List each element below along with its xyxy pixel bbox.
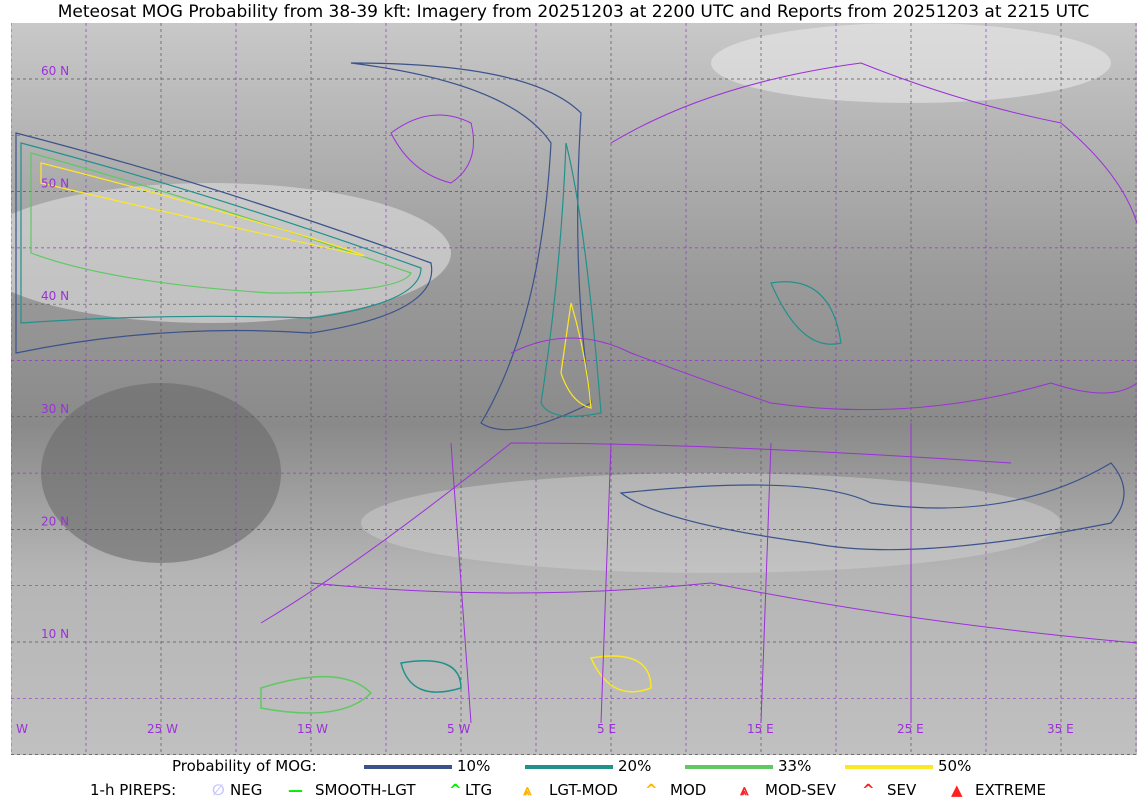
longitude-label: 35 E	[1047, 722, 1074, 736]
latitude-label: 60 N	[41, 64, 69, 78]
pirep-legend-item-label: MOD-SEV	[765, 781, 836, 799]
legend-item-label: 33%	[778, 757, 812, 775]
longitude-label: 25 W	[147, 722, 178, 736]
latitude-label: 30 N	[41, 402, 69, 416]
double-caret-bar-icon: ⩓	[740, 781, 749, 799]
graticule	[11, 23, 1137, 755]
longitude-label: 15 W	[297, 722, 328, 736]
longitude-label: 5 E	[597, 722, 616, 736]
probability-legend-label: Probability of MOG:	[172, 757, 317, 775]
latitude-label: 40 N	[41, 289, 69, 303]
legend-swatch	[364, 765, 452, 769]
pirep-legend-item-label: EXTREME	[975, 781, 1046, 799]
triangle-icon: ▲	[951, 781, 963, 799]
legend-swatch	[845, 765, 933, 769]
pirep-legend-item-label: LTG	[465, 781, 493, 799]
legend-item-label: 10%	[457, 757, 491, 775]
caret-icon: ^	[645, 781, 658, 799]
legend-item-label: 50%	[938, 757, 972, 775]
latitude-label: 10 N	[41, 627, 69, 641]
pirep-legend-item-label: SMOOTH-LGT	[315, 781, 416, 799]
caret-bar-icon: ⩓	[523, 781, 532, 799]
legend-swatch	[525, 765, 613, 769]
map-title: Meteosat MOG Probability from 38-39 kft:…	[57, 2, 1090, 22]
neg-icon: ∅	[212, 781, 225, 799]
country-borders	[260, 62, 1137, 724]
legend-swatch	[685, 765, 773, 769]
latitude-label: 20 N	[41, 514, 69, 528]
pirep-legend-item-label: LGT-MOD	[549, 781, 618, 799]
pirep-legend-item-label: MOD	[670, 781, 707, 799]
satellite-map: 60 N 50 N 40 N 30 N 20 N 10 N 35 W 25 W 15 W 5 W 5…	[11, 23, 1137, 755]
longitude-label: 15 E	[747, 722, 774, 736]
caret-icon: ^	[449, 781, 462, 799]
pirep-legend-item-label: SEV	[887, 781, 917, 799]
latitude-label: 50 N	[41, 177, 69, 191]
mog-contours	[15, 62, 1125, 714]
pireps-legend-label: 1-h PIREPS:	[90, 781, 177, 799]
longitude-label: 25 E	[897, 722, 924, 736]
line-icon: —	[288, 781, 303, 799]
legend-item-label: 20%	[618, 757, 652, 775]
longitude-label: 35 W	[11, 722, 28, 736]
pirep-legend-item-label: NEG	[230, 781, 263, 799]
longitude-label: 5 W	[447, 722, 470, 736]
double-caret-icon: ^	[862, 781, 875, 799]
